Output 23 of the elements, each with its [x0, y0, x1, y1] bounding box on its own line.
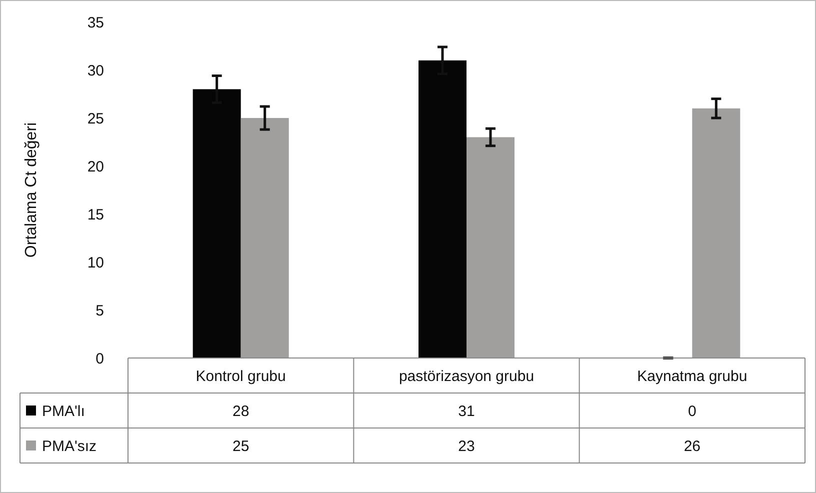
- bar: [692, 108, 740, 358]
- y-tick-label: 0: [96, 350, 104, 368]
- x-tick-label: Kaynatma grubu: [637, 368, 748, 385]
- bar: [466, 137, 514, 358]
- x-tick-label: pastörizasyon grubu: [398, 368, 534, 385]
- bar: [240, 118, 289, 358]
- y-tick-label: 20: [87, 158, 104, 176]
- data-label: 28: [232, 402, 250, 420]
- y-tick-label: 15: [87, 206, 104, 224]
- data-label: 31: [458, 402, 475, 420]
- legend-label: PMA'lı: [42, 402, 85, 420]
- y-tick-label: 30: [87, 62, 104, 80]
- data-label: 0: [688, 402, 696, 420]
- y-tick-label: 10: [87, 254, 104, 272]
- y-tick-label: 5: [96, 302, 104, 320]
- legend-label: PMA'sız: [42, 438, 97, 455]
- data-label: 25: [232, 438, 250, 455]
- y-tick-label: 35: [87, 14, 104, 32]
- data-label: 26: [684, 438, 701, 455]
- y-axis-title: Ortalama Ct değeri: [23, 122, 40, 258]
- y-tick-label: 25: [87, 110, 104, 128]
- x-tick-label: Kontrol grubu: [196, 368, 286, 385]
- data-label: 23: [458, 438, 475, 455]
